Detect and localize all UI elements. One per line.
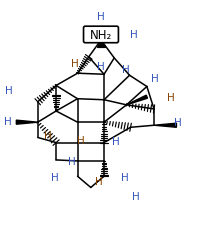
- Text: H: H: [112, 136, 120, 146]
- Text: H: H: [97, 12, 105, 22]
- Text: H: H: [121, 173, 128, 183]
- Text: H: H: [130, 30, 137, 40]
- Text: H: H: [51, 173, 59, 183]
- Polygon shape: [154, 124, 176, 128]
- Text: H: H: [68, 156, 75, 166]
- Text: H: H: [77, 135, 84, 145]
- Polygon shape: [126, 96, 147, 105]
- Text: H: H: [167, 92, 175, 102]
- FancyBboxPatch shape: [84, 27, 118, 44]
- Text: H: H: [174, 118, 181, 128]
- Text: H: H: [132, 191, 140, 201]
- Text: H: H: [122, 65, 129, 75]
- Polygon shape: [16, 121, 38, 125]
- Text: H: H: [151, 74, 159, 84]
- Text: H: H: [71, 59, 78, 69]
- Text: H: H: [5, 85, 13, 95]
- Text: H: H: [44, 131, 52, 141]
- Text: H: H: [95, 177, 103, 187]
- Text: NH₂: NH₂: [90, 29, 112, 42]
- Text: H: H: [4, 117, 12, 127]
- Text: H: H: [97, 62, 105, 72]
